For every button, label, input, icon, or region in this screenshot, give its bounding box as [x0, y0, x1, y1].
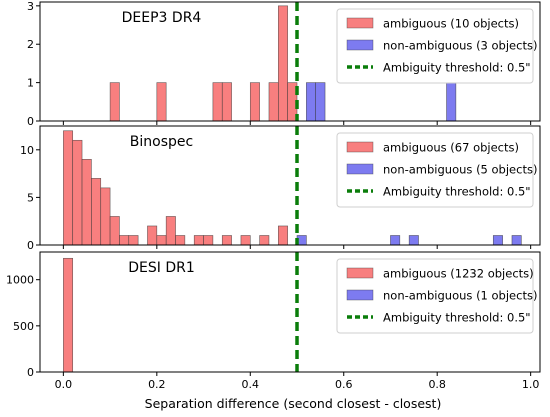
desi-legend-label: Ambiguity threshold: 0.5"	[383, 311, 531, 325]
deep3-bar-non-ambiguous	[315, 82, 326, 122]
binospec-panel-title: Binospec	[130, 134, 193, 150]
panel-desi: 0 500 1000 0.0 0.2 0.4 0.6 0.8 1.0 DESI DR1 ambigu…	[6, 251, 541, 391]
deep3-legend: ambiguous (10 objects) non-ambiguous (3 o…	[336, 8, 537, 84]
deep3-bar-ambiguous	[249, 82, 260, 122]
binospec-bar-ambiguous	[193, 235, 204, 246]
deep3-axes-frame	[39, 1, 541, 122]
binospec-legend-box	[336, 132, 534, 208]
desi-bar-ambiguous	[63, 257, 74, 373]
x-tick-label: 1.0	[522, 378, 540, 391]
deep3-legend-label: ambiguous (10 objects)	[383, 17, 519, 31]
binospec-bar-non-ambiguous	[492, 235, 503, 246]
deep3-legend-swatch-non-ambiguous	[346, 39, 374, 51]
binospec-axes-frame	[39, 125, 541, 246]
binospec-bar-ambiguous	[147, 225, 158, 246]
binospec-bar-ambiguous	[109, 216, 120, 246]
desi-legend-swatch-non-ambiguous	[346, 289, 374, 301]
binospec-bar-ambiguous	[63, 130, 74, 246]
binospec-bar-ambiguous	[259, 235, 270, 246]
deep3-legend-label: Ambiguity threshold: 0.5"	[383, 61, 531, 75]
deep3-legend-swatch-ambiguous	[346, 17, 374, 29]
deep3-bar-non-ambiguous	[446, 82, 457, 122]
desi-legend-swatch-ambiguous	[346, 267, 374, 279]
deep3-y-tick-label: 3	[27, 0, 34, 13]
desi-y-tick-label: 0	[27, 366, 34, 379]
binospec-bar-ambiguous	[156, 235, 167, 246]
binospec-legend-swatch-non-ambiguous	[346, 163, 374, 175]
deep3-panel-title: DEEP3 DR4	[122, 10, 202, 26]
desi-legend-label: ambiguous (1232 objects)	[383, 267, 534, 281]
binospec-y-tick-label: 0	[27, 239, 34, 252]
deep3-bar-non-ambiguous	[306, 82, 317, 122]
binospec-bar-ambiguous	[278, 225, 288, 246]
binospec-legend-label: Ambiguity threshold: 0.5"	[383, 185, 531, 199]
deep3-bar-ambiguous	[278, 5, 288, 122]
desi-panel-title: DESI DR1	[128, 260, 195, 276]
binospec-bar-ambiguous	[91, 178, 102, 246]
deep3-bar-ambiguous	[156, 82, 167, 122]
desi-axes-frame	[39, 251, 541, 373]
deep3-bar-ambiguous	[268, 82, 279, 122]
x-tick-label: 0.4	[242, 378, 260, 391]
x-tick-label: 0.6	[335, 378, 353, 391]
deep3-y-tick-label: 0	[27, 115, 34, 128]
desi-y-tick-label: 500	[13, 320, 34, 333]
desi-y-tick-label: 1000	[6, 274, 34, 287]
deep3-legend-box	[336, 8, 534, 84]
desi-legend-label: non-ambiguous (1 objects)	[383, 289, 537, 303]
deep3-y-tick-label: 1	[27, 77, 34, 90]
binospec-bar-ambiguous	[81, 159, 92, 246]
binospec-legend-label: ambiguous (67 objects)	[383, 141, 519, 155]
binospec-legend: ambiguous (67 objects) non-ambiguous (5 o…	[336, 132, 537, 208]
x-tick-label: 0.8	[428, 378, 446, 391]
binospec-bar-ambiguous	[175, 235, 186, 246]
binospec-bar-ambiguous	[203, 235, 214, 246]
binospec-bar-ambiguous	[72, 139, 83, 246]
binospec-y-tick-label: 5	[27, 191, 34, 204]
binospec-bar-ambiguous	[119, 235, 130, 246]
deep3-bar-ambiguous	[221, 82, 232, 122]
x-tick-label: 0.2	[148, 378, 166, 391]
x-tick-label: 0.0	[55, 378, 73, 391]
binospec-legend-label: non-ambiguous (5 objects)	[383, 163, 537, 177]
binospec-y-tick-label: 10	[20, 144, 34, 157]
desi-legend-box	[336, 258, 534, 334]
deep3-bar-ambiguous	[212, 82, 223, 122]
binospec-bar-non-ambiguous	[408, 235, 419, 246]
panel-deep3: 0 1 2 3 DEEP3 DR4 ambiguous (10 objects) non-a…	[27, 0, 541, 128]
binospec-bar-ambiguous	[128, 235, 139, 246]
binospec-bar-non-ambiguous	[390, 235, 401, 246]
deep3-bar-ambiguous	[109, 82, 120, 122]
desi-legend: ambiguous (1232 objects) non-ambiguous (1…	[336, 258, 537, 334]
binospec-legend-swatch-ambiguous	[346, 141, 374, 153]
panel-binospec: 0 5 10 Binospec ambiguous (67 objects) non-am…	[20, 125, 541, 252]
binospec-bar-ambiguous	[221, 235, 232, 246]
binospec-bar-ambiguous	[240, 235, 251, 246]
deep3-legend-label: non-ambiguous (3 objects)	[383, 39, 537, 53]
binospec-bar-ambiguous	[165, 216, 176, 246]
binospec-bar-non-ambiguous	[511, 235, 522, 246]
x-axis-label: Separation difference (second closest - …	[145, 396, 442, 411]
binospec-bar-ambiguous	[100, 187, 111, 246]
deep3-y-tick-label: 2	[27, 38, 34, 51]
